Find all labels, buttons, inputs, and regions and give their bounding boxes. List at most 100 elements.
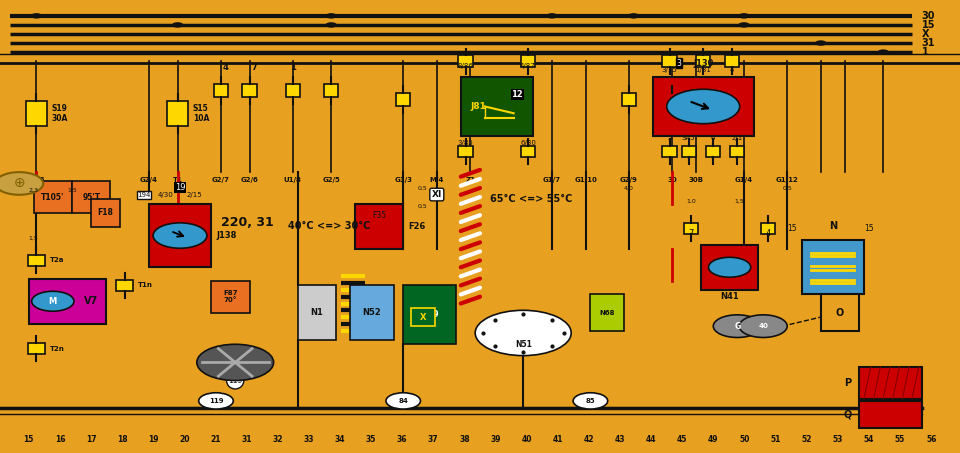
Bar: [662, 56, 677, 67]
Text: 1,5: 1,5: [67, 188, 77, 193]
Bar: [622, 93, 636, 106]
Text: 65°C <=> 55°C: 65°C <=> 55°C: [490, 193, 572, 203]
Text: 19: 19: [175, 183, 185, 192]
Circle shape: [738, 13, 750, 19]
Circle shape: [325, 13, 337, 19]
Text: 15: 15: [787, 224, 797, 233]
Bar: [72, 181, 110, 213]
Text: G2/7: G2/7: [212, 177, 229, 183]
Text: 31: 31: [241, 435, 252, 444]
Text: Z1: Z1: [466, 177, 475, 183]
Bar: [520, 146, 535, 158]
Text: 8/86: 8/86: [458, 63, 473, 69]
Bar: [298, 285, 336, 340]
Text: 4/87: 4/87: [520, 63, 536, 69]
Text: 52: 52: [802, 435, 812, 444]
Bar: [28, 255, 45, 266]
Bar: [242, 84, 257, 97]
Bar: [730, 146, 744, 158]
Text: 85: 85: [586, 398, 595, 404]
Bar: [91, 199, 120, 226]
Text: 4: 4: [223, 63, 228, 72]
Text: X: X: [420, 313, 426, 322]
Text: T1: T1: [173, 177, 182, 183]
Text: 1,0: 1,0: [686, 199, 696, 204]
Text: 34: 34: [335, 435, 346, 444]
Text: 4,0: 4,0: [624, 185, 634, 191]
Bar: [213, 84, 228, 97]
Circle shape: [154, 223, 207, 248]
Text: S15
10A: S15 10A: [193, 104, 209, 123]
Text: G2/4: G2/4: [140, 177, 157, 183]
Bar: [662, 146, 677, 158]
Text: 19: 19: [148, 435, 158, 444]
Text: N68: N68: [599, 309, 615, 316]
Text: 3: 3: [677, 59, 682, 67]
Text: 41: 41: [553, 435, 564, 444]
Bar: [859, 401, 922, 428]
Text: 15: 15: [922, 20, 935, 30]
Bar: [761, 223, 776, 235]
Text: 7: 7: [252, 63, 257, 72]
Text: N1: N1: [310, 308, 324, 317]
Text: A1/5: A1/5: [28, 177, 45, 183]
Bar: [411, 308, 435, 326]
Text: 37: 37: [428, 435, 439, 444]
Text: 33: 33: [303, 435, 314, 444]
Text: P: P: [844, 378, 852, 388]
Circle shape: [475, 310, 571, 356]
Text: 40°C <=> 30°C: 40°C <=> 30°C: [288, 221, 371, 231]
Text: S19
30A: S19 30A: [52, 104, 68, 123]
Text: 2,3: 2,3: [29, 188, 38, 193]
Text: 20: 20: [180, 435, 190, 444]
Text: 17: 17: [85, 435, 96, 444]
Text: 1,5: 1,5: [29, 235, 38, 241]
Text: 119: 119: [208, 398, 224, 404]
Text: N52: N52: [363, 308, 381, 317]
Text: X: X: [922, 29, 929, 39]
Text: 1/31: 1/31: [695, 67, 711, 73]
Text: 43: 43: [614, 435, 625, 444]
Bar: [696, 56, 710, 67]
Bar: [859, 367, 922, 399]
Bar: [167, 101, 188, 125]
Text: 0,5: 0,5: [782, 185, 792, 191]
Bar: [684, 223, 698, 235]
Bar: [706, 146, 720, 158]
Text: F87
70°: F87 70°: [223, 290, 238, 303]
Text: U1/8: U1/8: [284, 177, 301, 183]
Text: 31: 31: [922, 38, 935, 48]
Bar: [211, 281, 250, 313]
Bar: [116, 280, 133, 291]
Circle shape: [877, 49, 889, 55]
Text: 0,5: 0,5: [418, 203, 427, 209]
Bar: [590, 294, 624, 331]
Text: 35: 35: [366, 435, 376, 444]
Text: 119: 119: [228, 376, 242, 385]
Text: 30: 30: [667, 177, 677, 183]
Text: 36: 36: [396, 435, 407, 444]
Text: 45: 45: [677, 435, 687, 444]
Text: 44: 44: [646, 435, 657, 444]
Text: F18: F18: [98, 208, 113, 217]
Text: J130: J130: [693, 59, 713, 67]
Text: O: O: [836, 308, 844, 318]
Bar: [682, 146, 696, 158]
Text: 49: 49: [708, 435, 719, 444]
Text: N: N: [828, 221, 837, 231]
Text: 16: 16: [55, 435, 65, 444]
Text: 21: 21: [210, 435, 221, 444]
Text: 6: 6: [710, 135, 715, 141]
Text: 50: 50: [739, 435, 750, 444]
Text: 0,5: 0,5: [418, 185, 427, 191]
Text: 7: 7: [688, 229, 694, 237]
Text: XI: XI: [432, 190, 442, 199]
Text: 56: 56: [926, 435, 936, 444]
Text: 53: 53: [832, 435, 843, 444]
Text: T2a: T2a: [50, 257, 64, 264]
Text: 15: 15: [24, 435, 34, 444]
Bar: [520, 56, 535, 67]
Circle shape: [172, 22, 183, 28]
Text: G1/4: G1/4: [735, 177, 753, 183]
Bar: [28, 343, 45, 354]
